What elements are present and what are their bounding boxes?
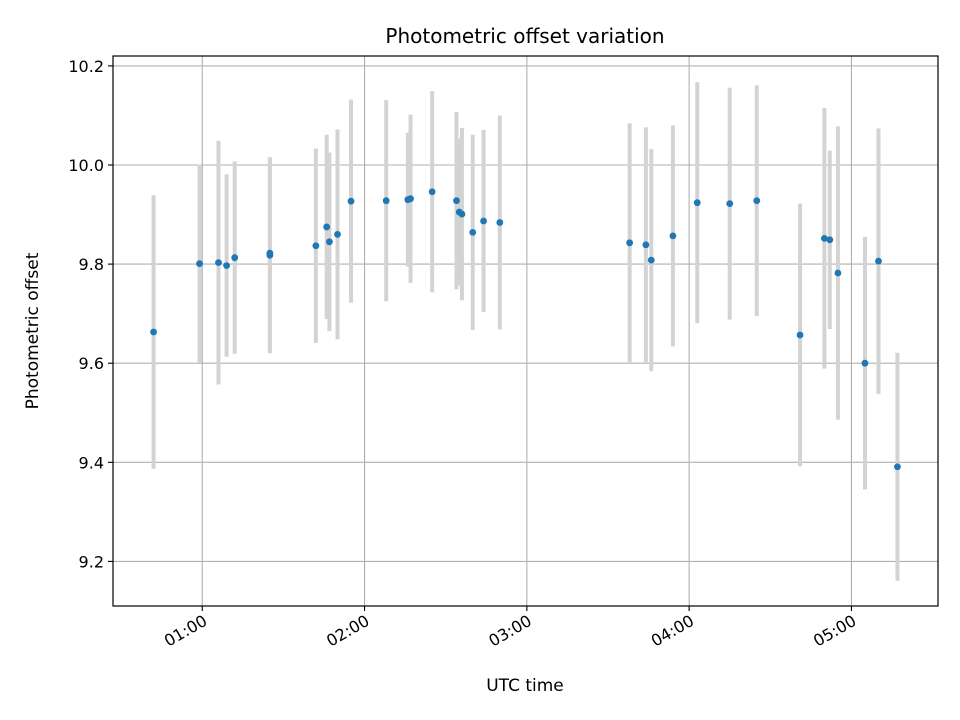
data-point <box>407 195 414 203</box>
data-point <box>861 359 869 367</box>
data-point <box>820 234 828 242</box>
data-point <box>215 259 222 267</box>
data-point <box>312 242 320 250</box>
data-point <box>834 269 842 277</box>
y-tick-label: 10.2 <box>68 57 104 76</box>
data-point <box>669 232 677 240</box>
grid-lines <box>113 56 938 606</box>
y-tick-label: 9.6 <box>79 354 104 373</box>
plot-area <box>113 56 938 606</box>
data-point <box>231 254 239 262</box>
y-axis-label: Photometric offset <box>23 252 43 409</box>
data-point <box>323 223 331 231</box>
x-axis-label: UTC time <box>486 676 564 696</box>
y-tick-label: 10.0 <box>68 156 104 175</box>
data-point <box>875 257 882 265</box>
data-point <box>150 328 157 336</box>
data-point <box>894 463 901 471</box>
plot-frame <box>112 55 939 607</box>
data-point <box>496 219 504 226</box>
chart-title: Photometric offset variation <box>385 24 664 48</box>
data-point <box>480 217 487 225</box>
data-point <box>753 197 761 205</box>
data-point <box>428 188 436 196</box>
data-points <box>150 188 901 471</box>
data-point <box>382 197 390 205</box>
data-point <box>726 200 734 208</box>
data-point <box>223 262 231 269</box>
data-point <box>334 230 341 238</box>
data-point <box>469 228 477 236</box>
data-point <box>796 331 804 339</box>
data-point <box>693 199 701 207</box>
data-point <box>347 197 355 205</box>
data-point <box>458 210 466 218</box>
data-point <box>626 239 634 247</box>
data-point <box>647 256 655 264</box>
y-tick-label: 9.8 <box>79 255 104 274</box>
data-point <box>826 236 834 244</box>
data-point <box>196 260 203 268</box>
data-point <box>325 238 333 246</box>
y-tick-label: 9.2 <box>79 552 104 571</box>
y-tick-label: 9.4 <box>79 453 104 472</box>
data-point <box>266 249 274 257</box>
data-point <box>642 241 650 249</box>
data-point <box>453 197 460 205</box>
